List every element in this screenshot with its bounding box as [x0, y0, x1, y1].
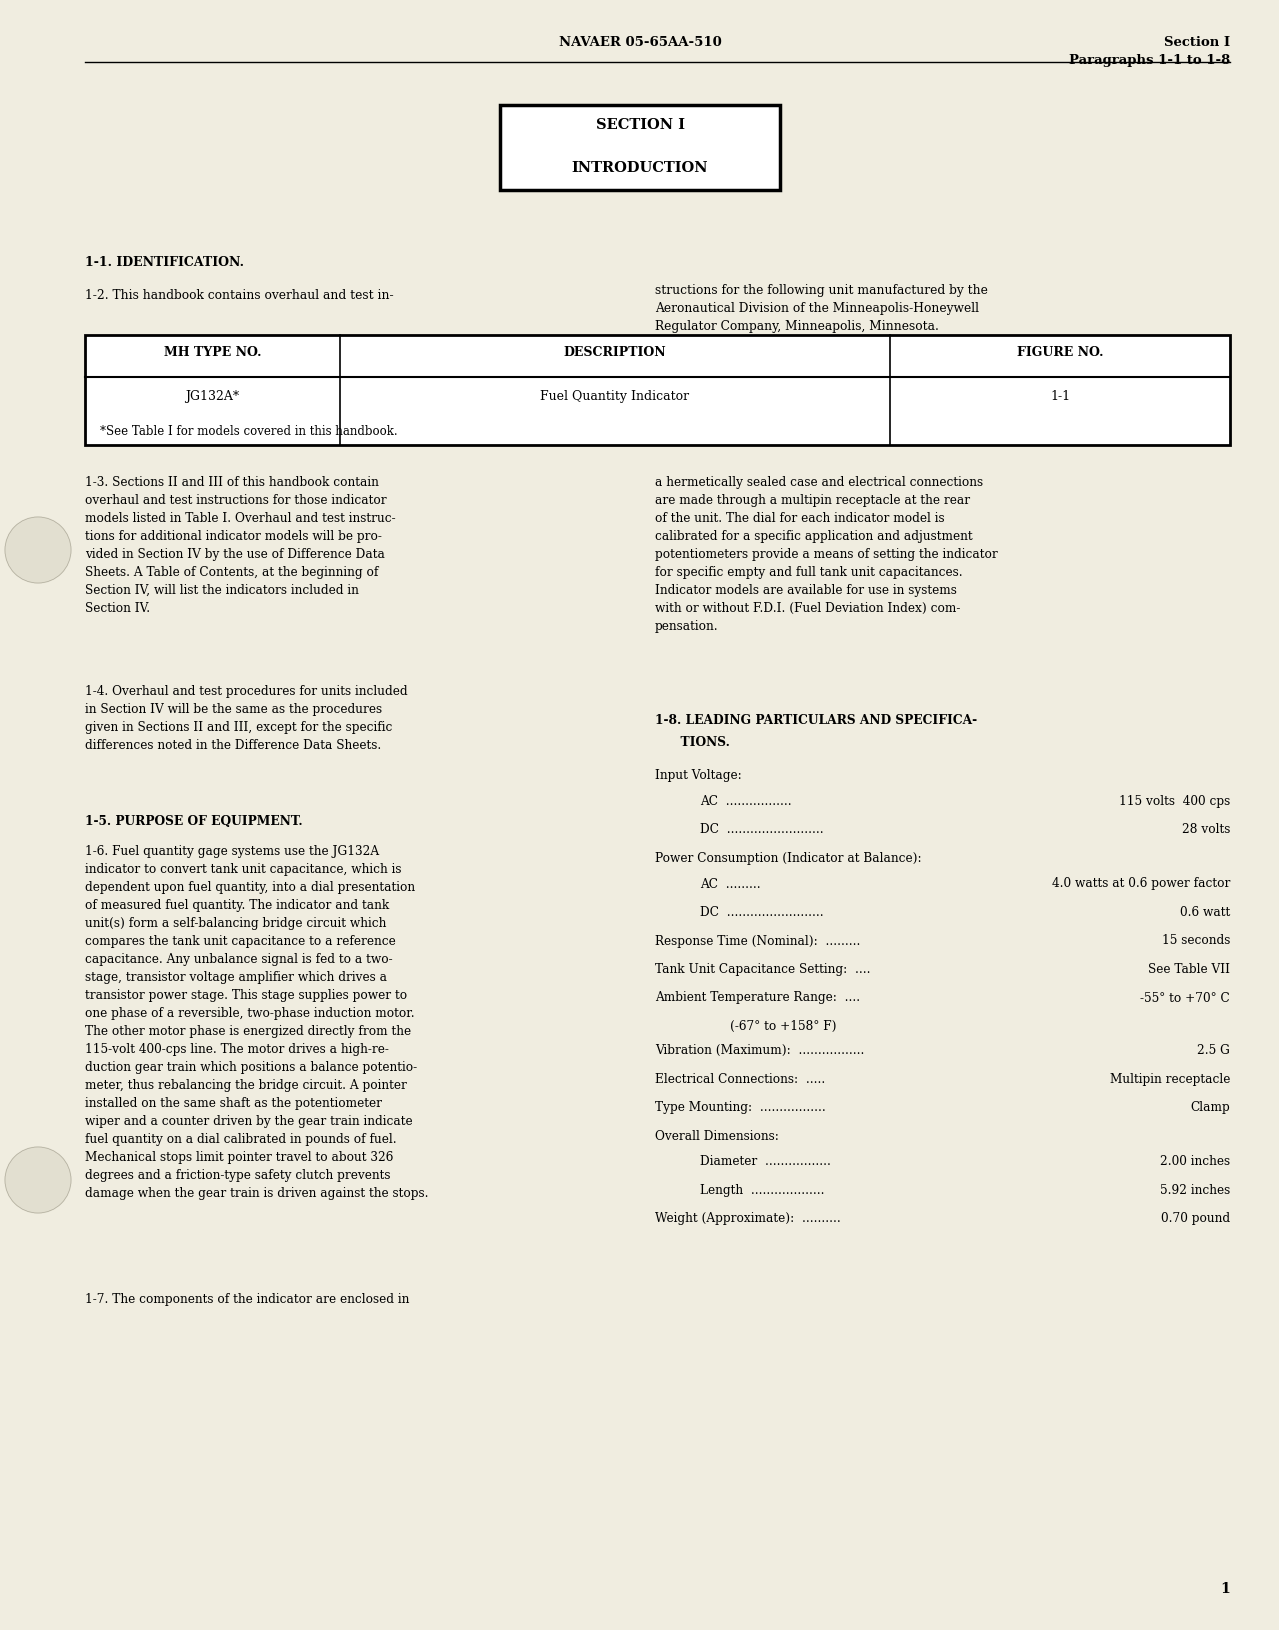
Text: Multipin receptacle: Multipin receptacle [1110, 1073, 1230, 1086]
Text: 1-7. The components of the indicator are enclosed in: 1-7. The components of the indicator are… [84, 1293, 409, 1304]
Text: Electrical Connections:  .....: Electrical Connections: ..... [655, 1073, 825, 1086]
Text: INTRODUCTION: INTRODUCTION [572, 161, 709, 174]
Text: Fuel Quantity Indicator: Fuel Quantity Indicator [541, 390, 689, 403]
Text: MH TYPE NO.: MH TYPE NO. [164, 346, 261, 359]
Text: 1-3. Sections II and III of this handbook contain
overhaul and test instructions: 1-3. Sections II and III of this handboo… [84, 476, 395, 615]
Text: AC  .........: AC ......... [700, 877, 761, 890]
Text: Type Mounting:  .................: Type Mounting: ................. [655, 1100, 826, 1113]
Text: 2.00 inches: 2.00 inches [1160, 1154, 1230, 1167]
Text: 1: 1 [1220, 1581, 1230, 1596]
Text: Response Time (Nominal):  .........: Response Time (Nominal): ......... [655, 934, 861, 947]
Text: DC  .........................: DC ......................... [700, 823, 824, 836]
Text: 1-8. LEADING PARTICULARS AND SPECIFICA-: 1-8. LEADING PARTICULARS AND SPECIFICA- [655, 714, 977, 727]
Text: -55° to +70° C: -55° to +70° C [1141, 991, 1230, 1004]
Bar [500, 106, 780, 191]
Text: Input Voltage:: Input Voltage: [655, 769, 742, 782]
Text: FIGURE NO.: FIGURE NO. [1017, 346, 1104, 359]
Text: Weight (Approximate):  ..........: Weight (Approximate): .......... [655, 1211, 840, 1224]
Text: JG132A*: JG132A* [185, 390, 239, 403]
Text: 4.0 watts at 0.6 power factor: 4.0 watts at 0.6 power factor [1051, 877, 1230, 890]
Text: See Table VII: See Table VII [1149, 962, 1230, 975]
Text: 1-4. Overhaul and test procedures for units included
in Section IV will be the s: 1-4. Overhaul and test procedures for un… [84, 685, 408, 751]
Text: 1-5. PURPOSE OF EQUIPMENT.: 1-5. PURPOSE OF EQUIPMENT. [84, 813, 303, 826]
Text: Ambient Temperature Range:  ....: Ambient Temperature Range: .... [655, 991, 859, 1004]
Text: a hermetically sealed case and electrical connections
are made through a multipi: a hermetically sealed case and electrica… [655, 476, 998, 632]
Text: 1-2. This handbook contains overhaul and test in-: 1-2. This handbook contains overhaul and… [84, 289, 394, 302]
Text: DESCRIPTION: DESCRIPTION [564, 346, 666, 359]
Text: 1-6. Fuel quantity gage systems use the JG132A
indicator to convert tank unit ca: 1-6. Fuel quantity gage systems use the … [84, 844, 428, 1198]
Circle shape [5, 518, 72, 584]
Text: (-67° to +158° F): (-67° to +158° F) [730, 1019, 836, 1032]
Text: 1-1. IDENTIFICATION.: 1-1. IDENTIFICATION. [84, 256, 244, 269]
Text: DC  .........................: DC ......................... [700, 905, 824, 918]
Text: Section I: Section I [1164, 36, 1230, 49]
Text: SECTION I: SECTION I [596, 117, 684, 132]
Text: Vibration (Maximum):  .................: Vibration (Maximum): ................. [655, 1043, 865, 1056]
Text: 15 seconds: 15 seconds [1161, 934, 1230, 947]
Text: 2.5 G: 2.5 G [1197, 1043, 1230, 1056]
Text: 1-1: 1-1 [1050, 390, 1071, 403]
Circle shape [5, 1148, 72, 1213]
Text: NAVAER 05-65AA-510: NAVAER 05-65AA-510 [559, 36, 721, 49]
Text: Clamp: Clamp [1191, 1100, 1230, 1113]
Bar [84, 336, 1230, 445]
Text: Paragraphs 1-1 to 1-8: Paragraphs 1-1 to 1-8 [1069, 54, 1230, 67]
Text: structions for the following unit manufactured by the
Aeronautical Division of t: structions for the following unit manufa… [655, 284, 987, 333]
Text: TIONS.: TIONS. [655, 735, 730, 748]
Text: *See Table I for models covered in this handbook.: *See Table I for models covered in this … [100, 425, 398, 438]
Text: Length  ...................: Length ................... [700, 1183, 825, 1196]
Text: 5.92 inches: 5.92 inches [1160, 1183, 1230, 1196]
Text: AC  .................: AC ................. [700, 794, 792, 807]
Text: 0.6 watt: 0.6 watt [1179, 905, 1230, 918]
Text: 0.70 pound: 0.70 pound [1161, 1211, 1230, 1224]
Text: Diameter  .................: Diameter ................. [700, 1154, 831, 1167]
Text: Overall Dimensions:: Overall Dimensions: [655, 1130, 779, 1143]
Text: Power Consumption (Indicator at Balance):: Power Consumption (Indicator at Balance)… [655, 851, 922, 864]
Text: 28 volts: 28 volts [1182, 823, 1230, 836]
Text: Tank Unit Capacitance Setting:  ....: Tank Unit Capacitance Setting: .... [655, 962, 871, 975]
Text: 115 volts  400 cps: 115 volts 400 cps [1119, 794, 1230, 807]
